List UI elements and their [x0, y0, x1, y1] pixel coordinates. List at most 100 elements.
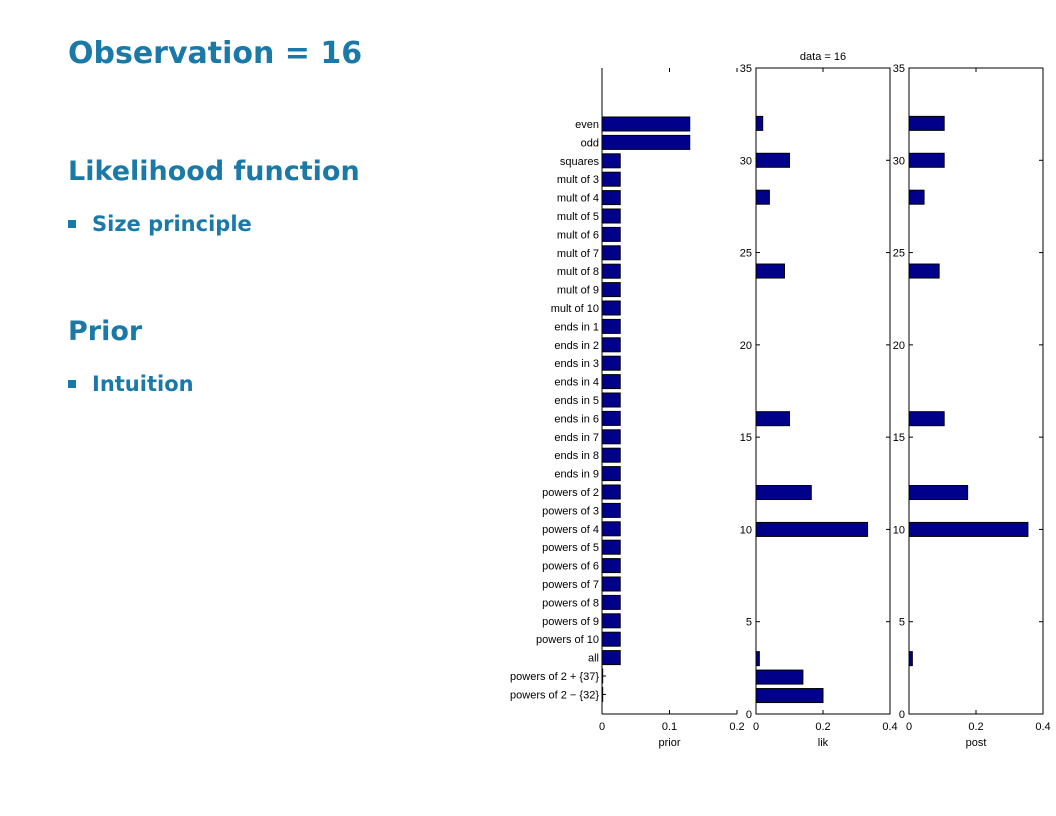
- likelihood-bar: [755, 189, 770, 205]
- likelihood-bar: [755, 688, 824, 704]
- prior-bar: [601, 631, 621, 647]
- x-tick-label: 0.2: [815, 721, 830, 733]
- category-label: odd: [581, 137, 599, 149]
- category-label: mult of 5: [557, 211, 599, 223]
- likelihood-bar: [755, 651, 760, 667]
- likelihood-bar: [755, 263, 785, 279]
- prior-bar: [601, 429, 621, 445]
- x-axis-label: prior: [658, 737, 680, 749]
- prior-bar: [601, 502, 621, 518]
- slide-title: Observation = 16: [68, 36, 363, 71]
- y-tick-label: 30: [893, 155, 905, 167]
- y-tick-label: 0: [899, 709, 905, 721]
- category-label: powers of 2 + {37}: [510, 671, 599, 683]
- posterior-bar: [908, 263, 940, 279]
- likelihood-bar: [755, 669, 804, 685]
- category-label: mult of 4: [557, 193, 599, 205]
- category-label: mult of 8: [557, 266, 599, 278]
- category-label: powers of 3: [542, 505, 599, 517]
- prior-bar: [601, 521, 621, 537]
- category-label: ends in 1: [554, 321, 599, 333]
- category-label: mult of 7: [557, 248, 599, 260]
- prior-bar: [601, 153, 621, 169]
- y-tick-label: 5: [746, 617, 752, 629]
- x-tick-label: 0.2: [729, 721, 744, 733]
- posterior-bar: [908, 189, 925, 205]
- prior-bar: [601, 263, 621, 279]
- bullet-size-principle: Size principle: [68, 212, 252, 236]
- prior-bar: [601, 208, 621, 224]
- category-label: even: [575, 119, 599, 131]
- x-tick-label: 0: [906, 721, 912, 733]
- category-label: powers of 4: [542, 524, 599, 536]
- bullet-text: Intuition: [92, 372, 194, 396]
- posterior-bar: [908, 115, 945, 131]
- y-tick-label: 15: [893, 432, 905, 444]
- category-label: all: [588, 653, 599, 665]
- prior-bar: [601, 686, 604, 702]
- category-label: powers of 5: [542, 542, 599, 554]
- category-label: powers of 7: [542, 579, 599, 591]
- prior-bar: [601, 190, 621, 206]
- category-label: powers of 8: [542, 597, 599, 609]
- prior-bar: [601, 447, 621, 463]
- prior-bar: [601, 594, 621, 610]
- posterior-bar: [908, 485, 969, 501]
- posterior-bar: [908, 411, 945, 427]
- x-tick-label: 0.2: [968, 721, 983, 733]
- x-tick-label: 0.4: [882, 721, 897, 733]
- likelihood-bar: [755, 521, 869, 537]
- x-tick-label: 0.4: [1035, 721, 1050, 733]
- category-label: ends in 3: [554, 358, 599, 370]
- posterior-bar: [908, 152, 945, 168]
- prior-bar: [601, 668, 604, 684]
- posterior-bar: [908, 521, 1029, 537]
- prior-bar: [601, 355, 621, 371]
- prior-bar: [601, 410, 621, 426]
- category-label: powers of 6: [542, 561, 599, 573]
- prior-bar: [601, 466, 621, 482]
- category-label: powers of 2: [542, 487, 599, 499]
- bullet-intuition: Intuition: [68, 372, 194, 396]
- prior-bar: [601, 613, 621, 629]
- prior-bar: [601, 374, 621, 390]
- y-tick-label: 35: [893, 63, 905, 75]
- category-label: ends in 9: [554, 469, 599, 481]
- category-label: ends in 4: [554, 377, 599, 389]
- heading-prior: Prior: [68, 316, 143, 347]
- prior-bar: [601, 337, 621, 353]
- y-tick-label: 20: [740, 340, 752, 352]
- prior-bar: [601, 300, 621, 316]
- category-label: squares: [560, 156, 600, 168]
- y-tick-label: 30: [740, 155, 752, 167]
- prior-bar: [601, 392, 621, 408]
- prior-bar: [601, 558, 621, 574]
- category-label: powers of 9: [542, 616, 599, 628]
- category-label: powers of 10: [536, 634, 599, 646]
- category-label: mult of 6: [557, 229, 599, 241]
- category-label: mult of 3: [557, 174, 599, 186]
- heading-likelihood: Likelihood function: [68, 156, 360, 187]
- likelihood-bar: [755, 152, 790, 168]
- posterior-bar: [908, 651, 913, 667]
- category-label: ends in 2: [554, 340, 599, 352]
- y-tick-label: 10: [893, 524, 905, 536]
- prior-bar: [601, 484, 621, 500]
- y-tick-label: 10: [740, 524, 752, 536]
- bullet-text: Size principle: [92, 212, 252, 236]
- category-label: mult of 10: [551, 303, 599, 315]
- y-tick-label: 15: [740, 432, 752, 444]
- likelihood-bar: [755, 115, 764, 131]
- y-tick-label: 5: [899, 617, 905, 629]
- bullet-square-icon: [68, 380, 76, 388]
- prior-bar: [601, 318, 621, 334]
- category-label: ends in 6: [554, 413, 599, 425]
- y-tick-label: 25: [893, 248, 905, 260]
- category-label: powers of 2 − {32}: [510, 689, 599, 701]
- prior-bar: [601, 134, 691, 150]
- prior-bar: [601, 116, 691, 132]
- x-axis-label: post: [966, 737, 987, 749]
- x-tick-label: 0: [599, 721, 605, 733]
- category-label: mult of 9: [557, 285, 599, 297]
